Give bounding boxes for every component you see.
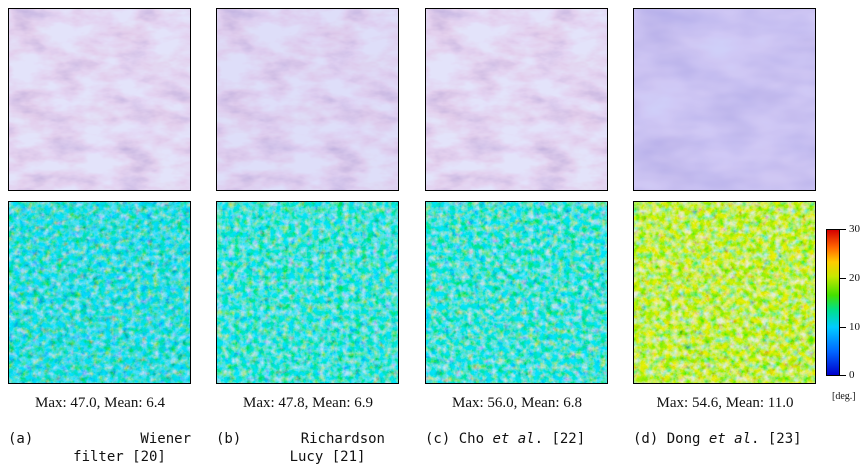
error-stats: Max: 54.6, Mean: 11.0 (656, 395, 794, 411)
normal-map-richardson-lucy (216, 8, 399, 191)
colorbar-tick (840, 229, 846, 230)
colorbar-unit: [deg.] (832, 391, 856, 402)
caption-tag: (b) (216, 431, 242, 447)
caption-text: Richardson (300, 431, 385, 447)
colorbar-tick (840, 375, 846, 376)
caption-c: (c) Cho et al. [22] (425, 430, 608, 448)
caption-text: et al (708, 431, 752, 447)
error-map-richardson-lucy (216, 201, 399, 384)
error-stats: Max: 47.0, Mean: 6.4 (35, 395, 165, 411)
caption-tag: (a) (8, 431, 34, 447)
colorbar-tick (840, 327, 846, 328)
caption-b: (b) Richardson Lucy [21] (216, 430, 399, 466)
caption-text: Wiener (140, 431, 191, 447)
colorbar-tick-label: 20 (849, 272, 860, 284)
caption-text: (c) Cho (425, 431, 493, 447)
error-stats: Max: 56.0, Mean: 6.8 (452, 395, 582, 411)
colorbar-tick-label: 0 (849, 369, 855, 381)
normal-map-wiener (8, 8, 191, 191)
caption-text: (d) Dong (633, 431, 709, 447)
caption-text: Lucy [21] (289, 449, 366, 465)
colorbar-tick-label: 30 (849, 223, 860, 235)
error-map-cho (425, 201, 608, 384)
error-colorbar (826, 229, 840, 376)
colorbar-tick (840, 278, 846, 279)
error-map-wiener (8, 201, 191, 384)
colorbar-tick-label: 10 (849, 321, 860, 333)
caption-text: . [23] (751, 431, 802, 447)
caption-a: (a) Wiener filter [20] (8, 430, 191, 466)
caption-text: filter [20] (73, 449, 166, 465)
error-map-dong (633, 201, 816, 384)
normal-map-cho (425, 8, 608, 191)
error-stats: Max: 47.8, Mean: 6.9 (243, 395, 373, 411)
normal-map-dong (633, 8, 816, 191)
caption-text: et al (492, 431, 535, 447)
caption-text: . [22] (534, 431, 586, 447)
caption-d: (d) Dong et al. [23] (633, 430, 833, 448)
